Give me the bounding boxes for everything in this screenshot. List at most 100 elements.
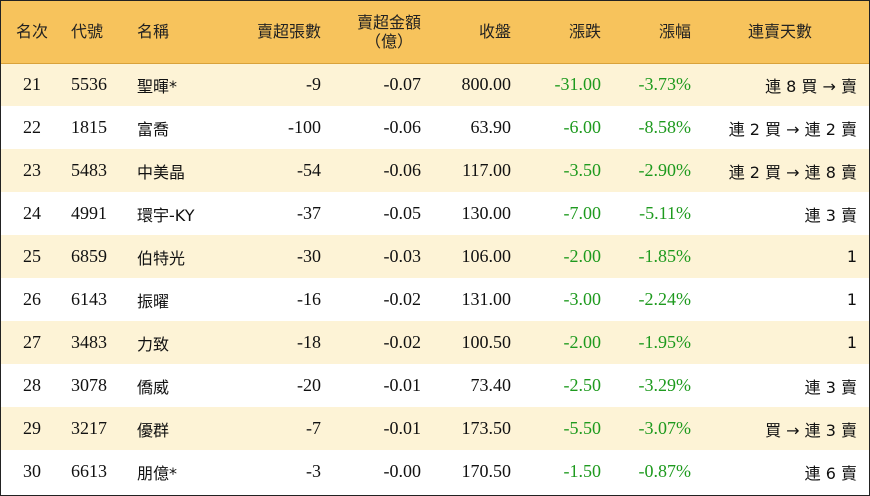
cell-change: -2.50 xyxy=(563,375,602,395)
header-code: 代號 xyxy=(71,22,104,42)
cell-streak: 連 3 賣 xyxy=(804,205,857,225)
cell-rank: 27 xyxy=(23,332,41,352)
cell-rank: 25 xyxy=(23,246,41,266)
header-change-pct: 漲幅 xyxy=(658,22,691,42)
table-row: 22 1815 富喬 -100 -0.06 63.90 -6.00 -8.58%… xyxy=(1,106,869,149)
cell-net-sell-amount: -0.05 xyxy=(383,203,422,223)
cell-change: -6.00 xyxy=(563,117,602,137)
cell-rank: 22 xyxy=(23,117,41,137)
table-row: 28 3078 僑威 -20 -0.01 73.40 -2.50 -3.29% … xyxy=(1,364,869,407)
cell-net-sell-amount: -0.01 xyxy=(383,375,422,395)
table-row: 24 4991 環宇-KY -37 -0.05 130.00 -7.00 -5.… xyxy=(1,192,869,235)
cell-close: 800.00 xyxy=(461,74,512,95)
cell-close: 131.00 xyxy=(461,289,512,309)
cell-close: 73.40 xyxy=(470,375,512,395)
header-close: 收盤 xyxy=(478,22,511,42)
cell-net-sell-shares: -16 xyxy=(297,289,321,309)
cell-change-pct: -8.58% xyxy=(638,117,692,137)
cell-net-sell-shares: -100 xyxy=(288,117,321,137)
header-net-sell-shares: 賣超張數 xyxy=(256,22,321,42)
cell-change-pct: -3.07% xyxy=(638,418,692,438)
cell-net-sell-shares: -3 xyxy=(306,461,321,481)
cell-net-sell-amount: -0.07 xyxy=(383,74,422,95)
cell-rank: 28 xyxy=(23,375,41,395)
cell-streak: 連 2 買 → 連 8 賣 xyxy=(728,162,857,182)
cell-name: 振曜 xyxy=(137,291,170,311)
table-row: 21 5536 聖暉* -9 -0.07 800.00 -31.00 -3.73… xyxy=(1,63,869,106)
cell-change-pct: -3.73% xyxy=(638,74,692,95)
cell-change: -2.00 xyxy=(563,246,602,266)
cell-change: -2.00 xyxy=(563,332,602,352)
cell-name: 中美晶 xyxy=(137,162,186,182)
header-rank: 名次 xyxy=(15,22,48,42)
header-streak: 連賣天數 xyxy=(747,22,812,42)
cell-close: 63.90 xyxy=(470,117,512,137)
cell-streak: 1 xyxy=(846,290,857,309)
header-net-sell-amount: 賣超金額 （億） xyxy=(321,1,421,63)
cell-net-sell-shares: -54 xyxy=(297,160,321,180)
cell-close: 130.00 xyxy=(461,203,512,223)
cell-change: -5.50 xyxy=(563,418,602,438)
cell-rank: 23 xyxy=(23,160,41,180)
cell-change-pct: -2.24% xyxy=(638,289,692,309)
cell-name: 環宇-KY xyxy=(137,205,195,225)
cell-net-sell-shares: -37 xyxy=(297,203,321,223)
cell-code: 6143 xyxy=(71,289,107,309)
cell-change-pct: -1.85% xyxy=(638,246,692,266)
cell-streak: 連 6 賣 xyxy=(804,463,857,483)
cell-net-sell-amount: -0.01 xyxy=(383,418,422,438)
cell-net-sell-amount: -0.06 xyxy=(383,160,422,180)
cell-name: 朋億* xyxy=(137,463,178,483)
cell-change-pct: -1.95% xyxy=(638,332,692,352)
cell-net-sell-amount: -0.03 xyxy=(383,246,422,266)
cell-code: 6613 xyxy=(71,461,107,481)
cell-close: 106.00 xyxy=(461,246,512,266)
cell-name: 力致 xyxy=(137,334,170,354)
table-row: 29 3217 優群 -7 -0.01 173.50 -5.50 -3.07% … xyxy=(1,407,869,450)
cell-rank: 21 xyxy=(23,74,41,95)
table-header-row: 名次 代號 名稱 賣超張數 賣超金額 （億） 收盤 漲跌 漲幅 連賣天數 xyxy=(1,1,869,63)
cell-rank: 30 xyxy=(23,461,41,481)
cell-close: 173.50 xyxy=(461,418,512,438)
cell-net-sell-amount: -0.02 xyxy=(383,289,422,309)
table-row: 27 3483 力致 -18 -0.02 100.50 -2.00 -1.95%… xyxy=(1,321,869,364)
cell-code: 6859 xyxy=(71,246,107,266)
cell-streak: 連 8 買 → 賣 xyxy=(765,76,857,96)
cell-change: -3.00 xyxy=(563,289,602,309)
header-net-sell-amount-line1: 賣超金額 xyxy=(356,12,421,32)
header-change: 漲跌 xyxy=(568,22,601,42)
cell-name: 伯特光 xyxy=(137,248,186,268)
cell-code: 3217 xyxy=(71,418,107,438)
table-row: 23 5483 中美晶 -54 -0.06 117.00 -3.50 -2.90… xyxy=(1,149,869,192)
cell-net-sell-amount: -0.00 xyxy=(383,461,422,481)
cell-close: 170.50 xyxy=(461,461,512,481)
cell-code: 1815 xyxy=(71,117,107,137)
cell-net-sell-shares: -9 xyxy=(306,74,321,95)
cell-streak: 連 2 買 → 連 2 賣 xyxy=(728,119,857,139)
cell-name: 聖暉* xyxy=(137,76,178,96)
cell-code: 5536 xyxy=(71,74,107,95)
header-net-sell-amount-line2: （億） xyxy=(364,31,413,51)
cell-streak: 買 → 連 3 賣 xyxy=(765,420,857,440)
cell-net-sell-amount: -0.02 xyxy=(383,332,422,352)
table-row: 25 6859 伯特光 -30 -0.03 106.00 -2.00 -1.85… xyxy=(1,235,869,278)
cell-streak: 1 xyxy=(846,247,857,266)
cell-net-sell-shares: -30 xyxy=(297,246,321,266)
cell-streak: 連 3 賣 xyxy=(804,377,857,397)
cell-close: 117.00 xyxy=(462,160,511,180)
cell-rank: 29 xyxy=(23,418,41,438)
cell-code: 4991 xyxy=(71,203,107,223)
cell-net-sell-amount: -0.06 xyxy=(383,117,422,137)
cell-rank: 24 xyxy=(23,203,41,223)
cell-change: -3.50 xyxy=(563,160,602,180)
cell-streak: 1 xyxy=(846,333,857,352)
cell-change-pct: -3.29% xyxy=(638,375,692,395)
cell-change-pct: -2.90% xyxy=(638,160,692,180)
cell-name: 僑威 xyxy=(137,377,170,397)
cell-code: 3483 xyxy=(71,332,107,352)
cell-close: 100.50 xyxy=(461,332,512,352)
cell-name: 富喬 xyxy=(137,119,170,139)
cell-change: -7.00 xyxy=(563,203,602,223)
